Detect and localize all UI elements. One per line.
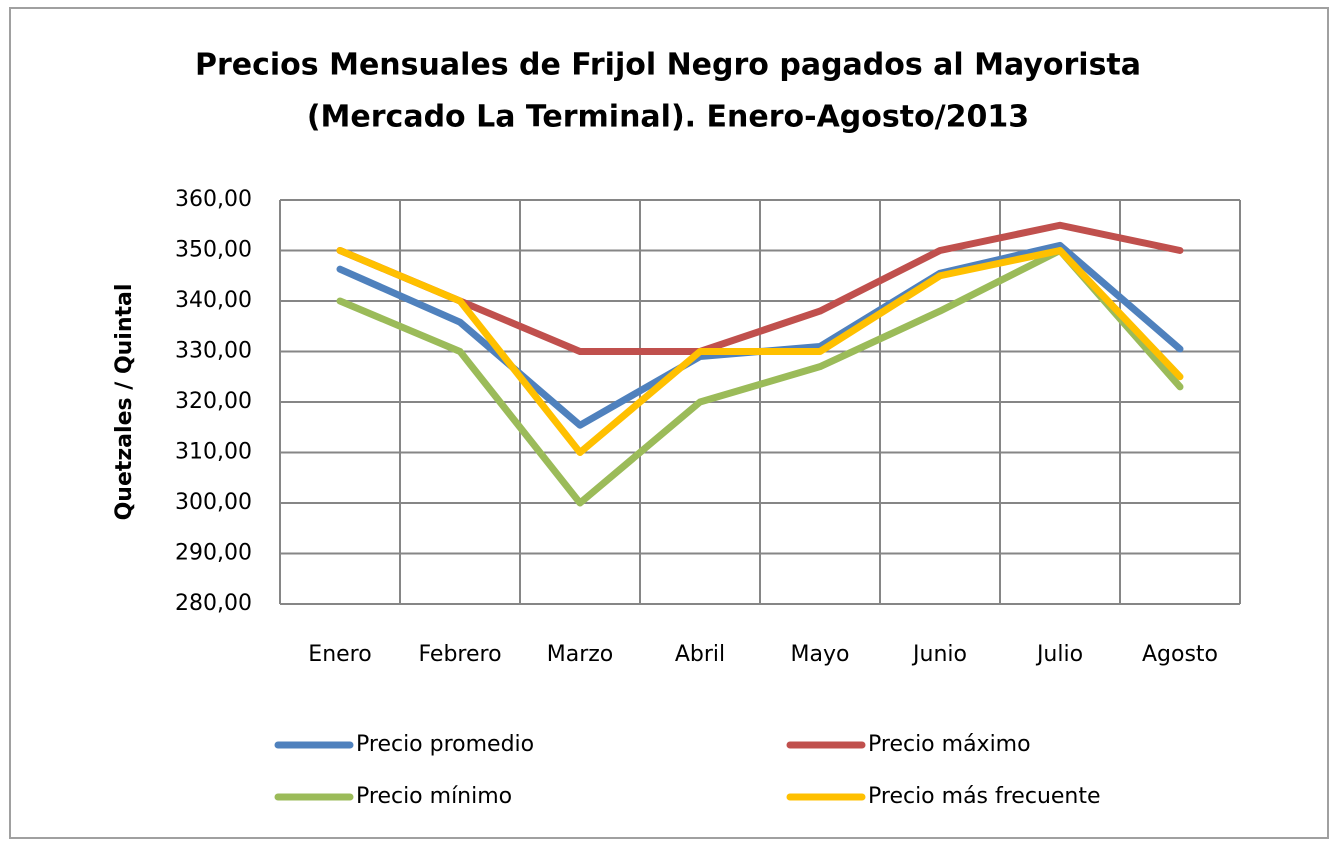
x-tick-label: Junio [911, 642, 967, 667]
x-tick-label: Mayo [791, 642, 850, 667]
y-axis-label: Quetzales / Quintal [112, 284, 137, 521]
chart-title: Precios Mensuales de Frijol Negro pagado… [195, 48, 1141, 83]
y-tick-label: 290,00 [175, 541, 252, 566]
legend-label: Precio promedio [356, 732, 534, 757]
y-tick-label: 320,00 [175, 389, 252, 414]
y-tick-label: 350,00 [175, 238, 252, 263]
y-tick-label: 280,00 [175, 591, 252, 616]
legend-label: Precio más frecuente [868, 784, 1101, 809]
y-tick-label: 300,00 [175, 490, 252, 515]
x-tick-label: Marzo [547, 642, 614, 667]
x-tick-label: Julio [1035, 642, 1083, 667]
y-tick-label: 360,00 [175, 187, 252, 212]
x-tick-label: Abril [675, 642, 725, 667]
legend-label: Precio mínimo [356, 784, 512, 809]
y-tick-label: 310,00 [175, 440, 252, 465]
line-series [336, 221, 1184, 355]
x-tick-label: Enero [308, 642, 371, 667]
legend-label: Precio máximo [868, 732, 1031, 757]
y-tick-label: 330,00 [175, 339, 252, 364]
line-series [336, 247, 1184, 456]
line-series [336, 247, 1184, 507]
chart-frame [9, 7, 1329, 839]
x-tick-label: Febrero [418, 642, 501, 667]
y-tick-label: 340,00 [175, 288, 252, 313]
x-tick-label: Agosto [1142, 642, 1218, 667]
chart-title: (Mercado La Terminal). Enero-Agosto/2013 [307, 100, 1029, 135]
